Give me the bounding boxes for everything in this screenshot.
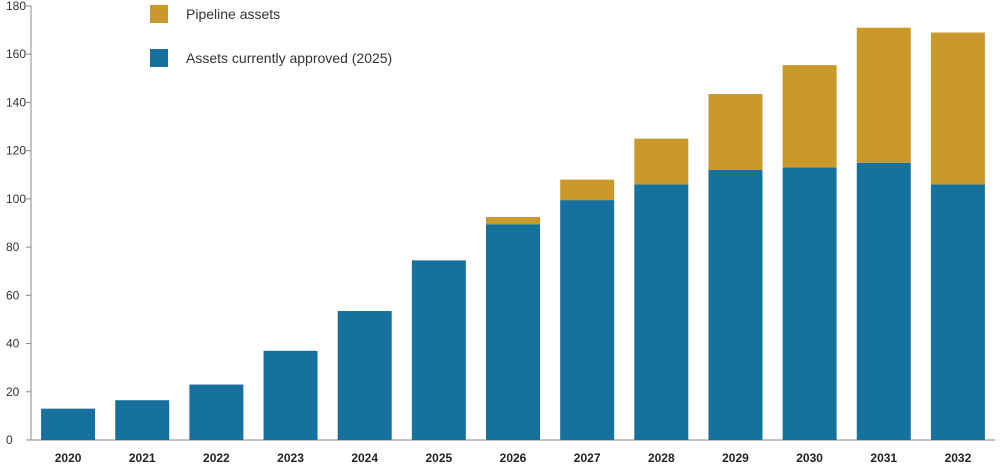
bar-approved-2021 — [115, 400, 170, 440]
y-tick-label: 80 — [6, 240, 20, 254]
x-tick-label: 2030 — [796, 451, 823, 465]
legend-label: Assets currently approved (2025) — [186, 50, 392, 66]
bar-approved-2031 — [856, 162, 911, 440]
bar-pipeline-2030 — [782, 65, 837, 168]
legend-swatch — [150, 49, 168, 67]
bar-pipeline-2027 — [560, 179, 615, 201]
bar-approved-2020 — [41, 408, 96, 440]
y-tick-label: 100 — [6, 192, 26, 206]
y-tick-label: 20 — [6, 385, 20, 399]
x-tick-label: 2027 — [574, 451, 601, 465]
x-axis-labels: 2020 2021 2022 2023 2024 2025 2026 2027 2028 2029… — [55, 451, 972, 465]
y-tick-label: 180 — [6, 0, 26, 13]
y-axis-ticks: 0 20 40 60 80 100 120 140 160 180 — [6, 0, 31, 447]
bars — [41, 27, 985, 441]
legend-label: Pipeline assets — [186, 6, 280, 22]
y-tick-label: 40 — [6, 337, 20, 351]
bar-approved-2023 — [263, 350, 318, 440]
y-tick-label: 120 — [6, 144, 26, 158]
x-tick-label: 2024 — [351, 451, 378, 465]
x-tick-label: 2020 — [55, 451, 82, 465]
bar-approved-2022 — [189, 384, 244, 440]
bar-approved-2028 — [634, 184, 689, 440]
bar-approved-2025 — [411, 260, 466, 440]
legend: Pipeline assets Assets currently approved… — [150, 5, 392, 67]
bar-pipeline-2026 — [486, 216, 540, 225]
bar-pipeline-2029 — [708, 94, 763, 170]
bar-pipeline-2032 — [930, 32, 985, 185]
y-tick-label: 0 — [6, 433, 13, 447]
x-tick-label: 2021 — [129, 451, 156, 465]
y-tick-label: 60 — [6, 288, 20, 302]
bar-pipeline-2028 — [634, 138, 689, 185]
x-tick-label: 2026 — [500, 451, 527, 465]
y-tick-label: 160 — [6, 47, 26, 61]
x-tick-label: 2028 — [648, 451, 675, 465]
bar-approved-2029 — [708, 169, 763, 440]
x-tick-label: 2023 — [277, 451, 304, 465]
x-tick-label: 2025 — [425, 451, 452, 465]
bar-approved-2024 — [337, 311, 392, 440]
bar-pipeline-2031 — [856, 27, 911, 163]
x-tick-label: 2031 — [870, 451, 897, 465]
bar-approved-2032 — [930, 184, 985, 440]
y-tick-label: 140 — [6, 95, 26, 109]
legend-swatch — [150, 5, 168, 23]
x-tick-label: 2022 — [203, 451, 230, 465]
bar-approved-2027 — [560, 200, 615, 440]
x-tick-label: 2032 — [945, 451, 972, 465]
x-tick-label: 2029 — [722, 451, 749, 465]
bar-approved-2030 — [782, 167, 837, 441]
bar-approved-2026 — [486, 224, 540, 440]
